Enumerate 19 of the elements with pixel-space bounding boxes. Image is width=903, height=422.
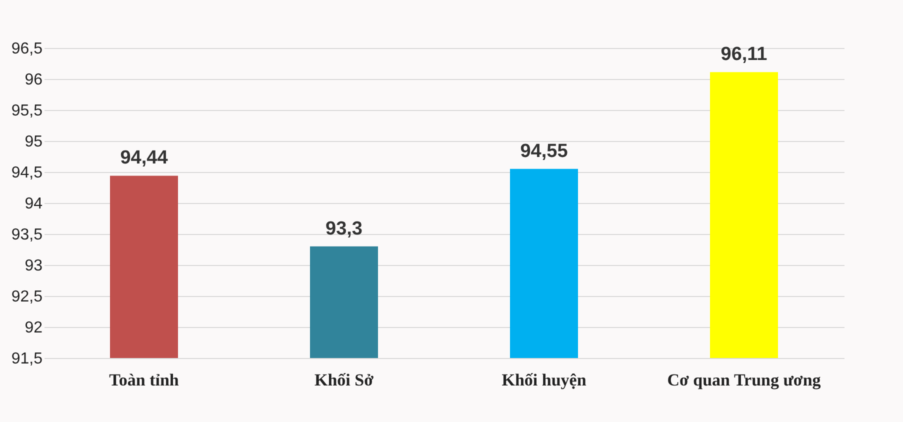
data-label: 94,44 bbox=[120, 148, 168, 169]
y-tick-label: 95,5 bbox=[11, 102, 43, 120]
y-tick-label: 94 bbox=[24, 196, 43, 212]
y-tick-label: 94,5 bbox=[11, 164, 43, 182]
y-tick-label: 93 bbox=[24, 258, 43, 274]
data-label: 93,3 bbox=[326, 218, 362, 240]
data-label: 94,55 bbox=[520, 140, 568, 162]
data-label: 96,11 bbox=[720, 44, 768, 66]
y-tick-label: 92 bbox=[24, 320, 43, 336]
y-tick-label: 92,5 bbox=[11, 288, 43, 306]
x-tick-label: Khối huyện bbox=[502, 370, 587, 390]
y-tick-label: 91,5 bbox=[11, 350, 43, 368]
y-tick-label: 93,5 bbox=[11, 226, 43, 244]
y-tick-label: 96,5 bbox=[11, 40, 43, 58]
y-tick-label: 95 bbox=[24, 134, 43, 150]
x-tick-label: Cơ quan Trung ương bbox=[667, 370, 822, 390]
y-tick-label: 96 bbox=[24, 72, 43, 88]
x-tick-label: Toàn tỉnh bbox=[109, 370, 180, 390]
x-tick-label: Khối Sở bbox=[314, 370, 374, 390]
